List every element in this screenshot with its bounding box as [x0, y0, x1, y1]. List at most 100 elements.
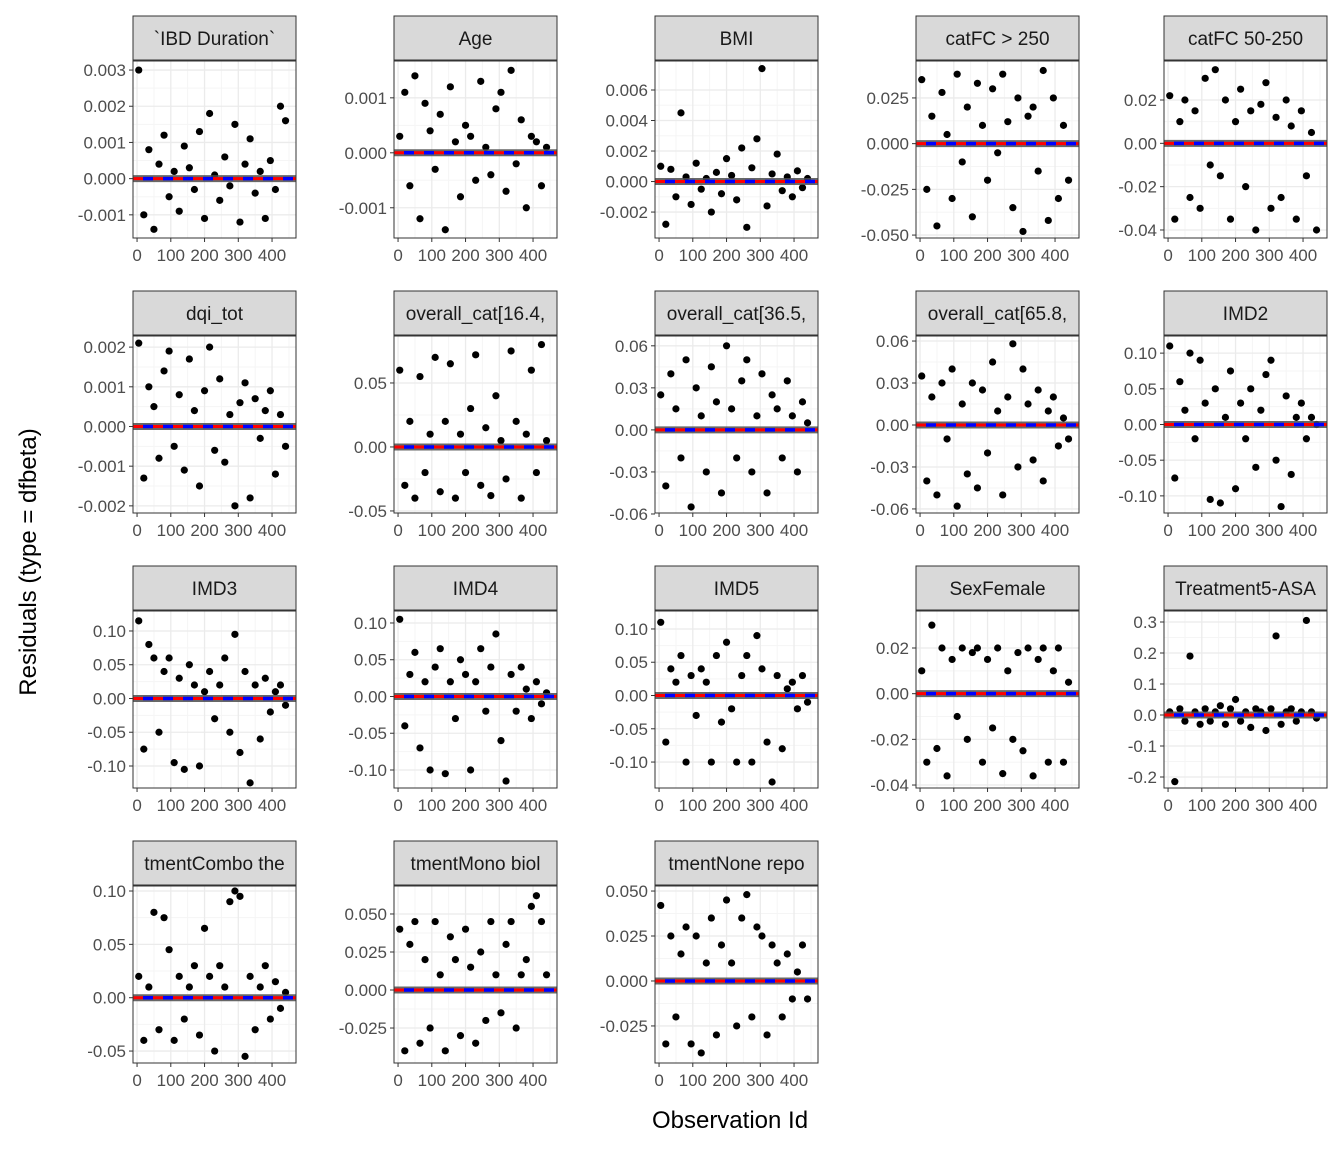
panel-border: [393, 335, 558, 514]
y-tick-label: 0.05: [354, 651, 387, 670]
y-tick-label: 0.002: [83, 338, 126, 357]
data-point: [677, 454, 685, 462]
data-point: [999, 491, 1007, 499]
y-tick-label: 0.002: [605, 142, 648, 161]
data-point: [532, 678, 541, 686]
data-point: [692, 159, 700, 167]
data-point: [170, 442, 178, 450]
data-point: [743, 891, 751, 899]
data-point: [461, 670, 470, 679]
data-point: [1282, 96, 1290, 104]
data-point: [1237, 399, 1245, 407]
facet-panel: overall_cat[36.5, -0.06 -0.03 0.00 0.03 0.06 0…: [609, 290, 819, 540]
data-point: [953, 712, 961, 721]
y-tick-label: -0.001: [78, 457, 126, 476]
data-point: [748, 164, 756, 172]
y-tick-label: 0.00: [354, 687, 387, 706]
data-point: [778, 187, 786, 195]
data-point: [266, 708, 274, 716]
data-point: [707, 208, 715, 216]
y-tick-label: -0.1: [1128, 737, 1157, 756]
data-point: [446, 678, 454, 686]
data-point: [707, 914, 715, 922]
data-point: [236, 748, 244, 757]
data-point: [226, 898, 234, 906]
data-point: [778, 745, 786, 753]
data-point: [738, 144, 746, 152]
strip-background: [393, 15, 558, 61]
data-point: [788, 995, 796, 1003]
x-tick-label: 100: [1188, 796, 1216, 815]
data-point: [276, 681, 285, 689]
data-point: [1019, 227, 1027, 236]
x-tick-label: 200: [190, 796, 218, 815]
x-tick-label: 100: [679, 246, 707, 265]
data-point: [451, 138, 460, 146]
data-point: [773, 959, 781, 967]
x-tick-label: 200: [451, 246, 479, 265]
y-tick-label: -0.05: [87, 1042, 126, 1061]
x-tick-label: 0: [393, 521, 402, 540]
data-point: [537, 917, 546, 926]
data-point: [763, 202, 771, 210]
data-point: [1014, 463, 1022, 471]
x-tick-label: 0: [915, 796, 924, 815]
panel-background: [133, 61, 296, 238]
x-tick-label: 0: [915, 521, 924, 540]
data-point: [517, 971, 525, 979]
data-point: [672, 1013, 680, 1021]
x-tick-label: 0: [132, 1071, 141, 1090]
x-tick-label: 100: [157, 246, 185, 265]
data-point: [1206, 717, 1214, 725]
data-point: [1014, 94, 1022, 102]
x-tick-label: 400: [780, 521, 808, 540]
x-tick-label: 100: [418, 796, 446, 815]
panel-border: [132, 335, 297, 514]
data-point: [1226, 215, 1235, 223]
data-point: [657, 901, 665, 910]
data-point: [532, 892, 541, 900]
data-point: [978, 758, 987, 766]
panel-background: [655, 336, 818, 513]
data-point: [1287, 122, 1295, 130]
y-tick-label: 0.00: [93, 989, 126, 1008]
data-point: [989, 358, 997, 366]
panel-border: [132, 610, 297, 789]
data-point: [236, 892, 244, 900]
data-point: [1211, 385, 1219, 393]
data-point: [160, 667, 168, 676]
x-tick-label: 100: [1188, 246, 1216, 265]
y-tick-label: 0.025: [344, 943, 387, 962]
x-tick-label: 0: [393, 796, 402, 815]
x-tick-label: 200: [451, 521, 479, 540]
facet-panel: overall_cat[65.8, -0.06 -0.03 0.00 0.03 0.06 0…: [870, 290, 1080, 540]
data-point: [968, 379, 976, 387]
panel-border: [132, 885, 297, 1064]
y-tick-label: 0.00: [876, 416, 909, 435]
data-point: [1009, 735, 1017, 743]
data-point: [1049, 667, 1057, 675]
data-point: [206, 667, 214, 676]
data-point: [1252, 226, 1260, 234]
data-point: [216, 962, 224, 970]
panel-border: [915, 610, 1080, 789]
data-point: [1231, 485, 1240, 493]
data-point: [411, 72, 419, 80]
data-point: [1171, 215, 1179, 223]
data-point: [256, 434, 264, 442]
data-point: [948, 365, 956, 373]
data-point: [1024, 112, 1032, 120]
data-point: [1287, 470, 1295, 479]
strip-label: IMD5: [714, 579, 759, 600]
data-point: [241, 160, 249, 168]
data-point: [1054, 644, 1063, 652]
data-point: [717, 941, 726, 949]
data-point: [436, 110, 444, 118]
panel-content: [655, 61, 818, 238]
data-point: [421, 99, 429, 107]
data-point: [1201, 74, 1209, 82]
data-point: [497, 88, 505, 96]
x-tick-label: 300: [1255, 246, 1283, 265]
y-tick-label: -0.10: [348, 761, 387, 780]
